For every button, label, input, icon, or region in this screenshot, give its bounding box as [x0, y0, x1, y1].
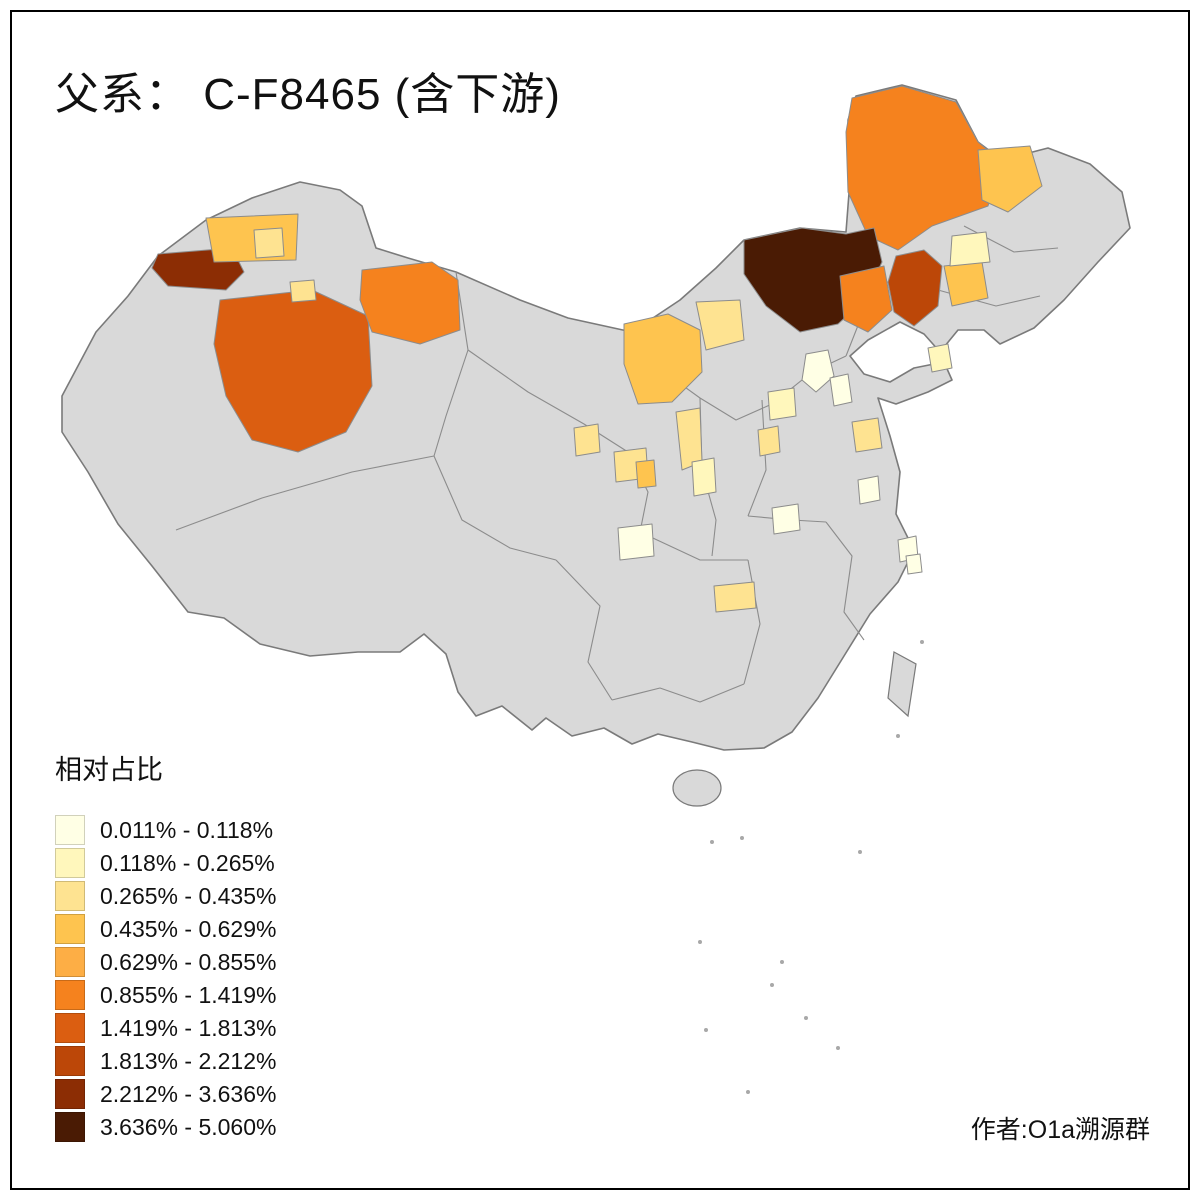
legend-label: 0.265% - 0.435% — [100, 882, 277, 909]
province-borders — [175, 225, 1059, 703]
credit-text: 作者:O1a溯源群 — [970, 1116, 1150, 1144]
legend-classes: 0.011% - 0.118% 0.118% - 0.265% 0.265% - 0… — [55, 815, 276, 1142]
legend-label: 3.636% - 5.060% — [100, 1113, 277, 1140]
legend-row: 0.118% - 0.265% — [55, 848, 276, 878]
region-shanxi-patch — [757, 425, 781, 457]
legend-swatch — [55, 980, 85, 1010]
region-chongqing — [713, 581, 757, 613]
legend-title: 相对占比 — [55, 755, 163, 785]
region-shaanxi-mid2 — [635, 459, 657, 489]
legend-label: 0.629% - 0.855% — [100, 948, 277, 975]
region-shanghai-tiny — [905, 553, 923, 575]
region-xinjiang-hami — [359, 261, 461, 345]
region-innermongolia-orange — [839, 265, 893, 333]
legend-label: 1.813% - 2.212% — [100, 1047, 277, 1074]
hainan-island — [672, 769, 722, 807]
region-tianjin — [829, 373, 853, 407]
choropleth-regions — [151, 85, 1043, 613]
legend-row: 0.855% - 1.419% — [55, 980, 276, 1010]
region-liaoning-pale — [927, 343, 953, 373]
page-title: 父系： C-F8465 (含下游) — [55, 70, 561, 119]
legend-swatch — [55, 1013, 85, 1043]
legend-swatch — [55, 881, 85, 911]
region-xinjiang-bayingol — [213, 289, 373, 453]
legend-row: 0.011% - 0.118% — [55, 815, 276, 845]
legend-swatch — [55, 1079, 85, 1109]
region-shaanxi-north — [691, 457, 717, 497]
region-ne-pale-orange — [943, 261, 989, 307]
region-innermongolia-redbrown — [887, 249, 943, 327]
legend-label: 0.011% - 0.118% — [100, 816, 274, 843]
legend: 相对占比 0.011% - 0.118% 0.118% - 0.265% 0.265… — [55, 748, 276, 1145]
region-shandong-west — [851, 417, 883, 453]
legend-label: 0.855% - 1.419% — [100, 981, 277, 1008]
legend-row: 0.629% - 0.855% — [55, 947, 276, 977]
region-gansu-west — [623, 313, 703, 405]
region-xinjiang-small-pale — [289, 279, 317, 303]
region-hulunbuir — [845, 85, 1003, 251]
legend-swatch — [55, 1112, 85, 1142]
region-beijing — [801, 349, 835, 393]
legend-swatch — [55, 848, 85, 878]
taiwan-island — [887, 651, 917, 718]
region-gansu-southeast — [573, 423, 601, 457]
region-xinjiang-tacheng-sub — [253, 227, 285, 259]
legend-label: 0.118% - 0.265% — [100, 849, 275, 876]
legend-label: 1.419% - 1.813% — [100, 1014, 277, 1041]
region-henan-pale — [857, 475, 881, 505]
region-sichuan-north — [617, 523, 655, 561]
legend-row: 1.419% - 1.813% — [55, 1013, 276, 1043]
legend-row: 1.813% - 2.212% — [55, 1046, 276, 1076]
legend-row: 2.212% - 3.636% — [55, 1079, 276, 1109]
legend-swatch — [55, 947, 85, 977]
region-hebei-patch — [767, 387, 797, 421]
south-china-sea-islets — [698, 640, 924, 1094]
legend-swatch — [55, 914, 85, 944]
legend-label: 0.435% - 0.629% — [100, 915, 277, 942]
legend-label: 2.212% - 3.636% — [100, 1080, 277, 1107]
region-alxa — [695, 299, 745, 351]
legend-row: 0.435% - 0.629% — [55, 914, 276, 944]
legend-swatch — [55, 1046, 85, 1076]
region-hubei-west — [771, 503, 801, 535]
region-ne-pale-yellow — [949, 231, 991, 267]
legend-swatch — [55, 815, 85, 845]
legend-row: 3.636% - 5.060% — [55, 1112, 276, 1142]
legend-row: 0.265% - 0.435% — [55, 881, 276, 911]
region-ne-east-patch — [977, 145, 1043, 213]
